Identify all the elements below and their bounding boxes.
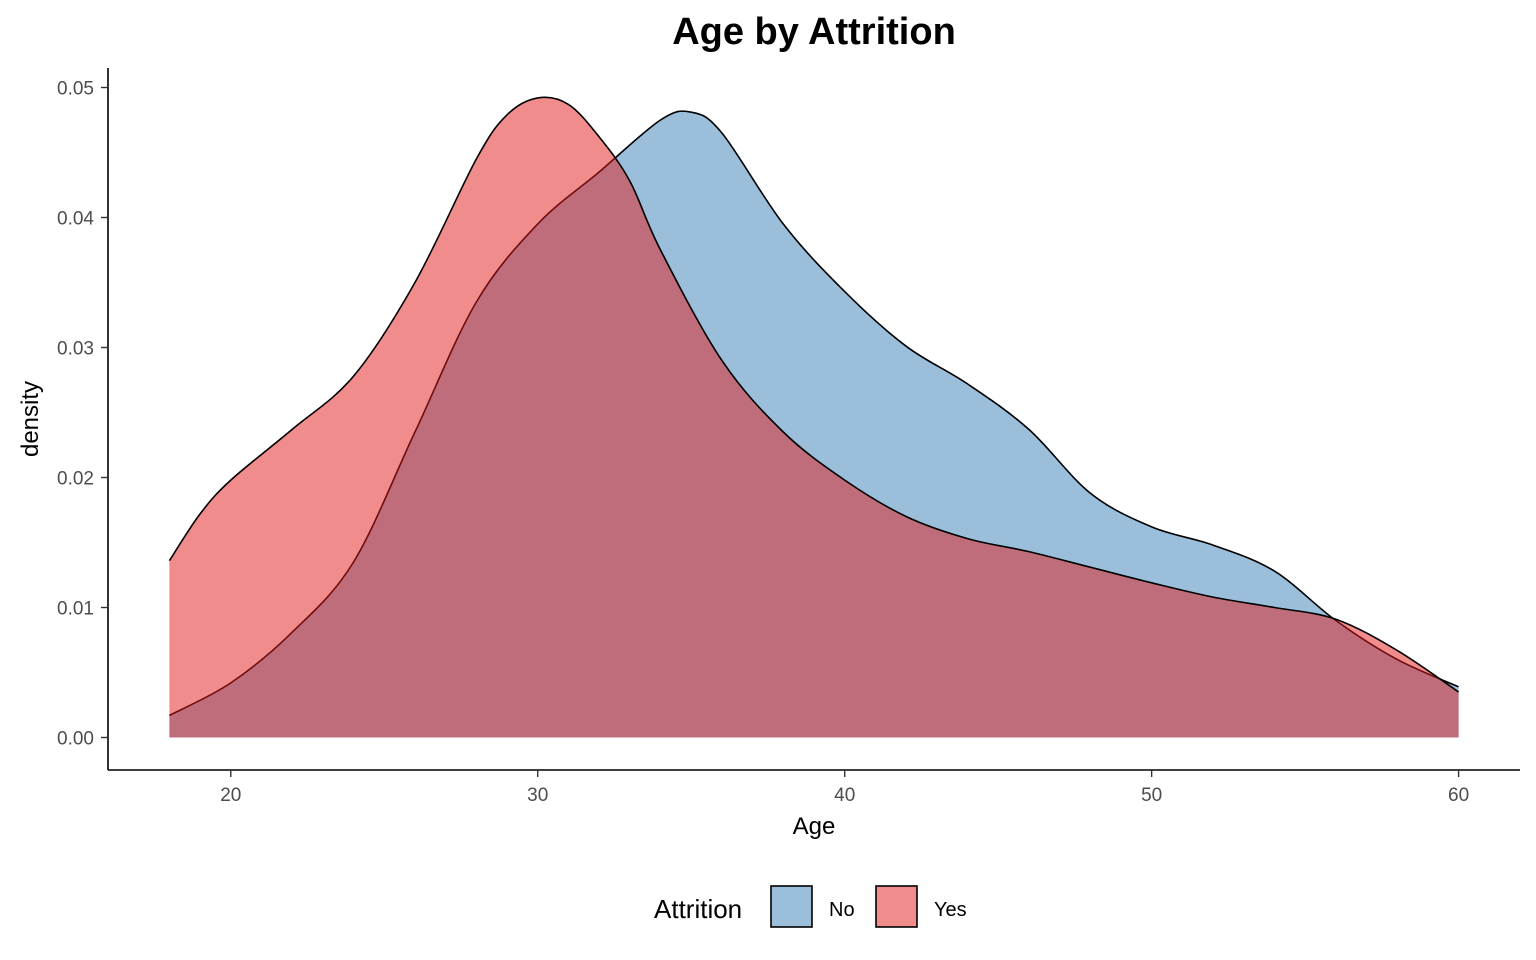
x-tick-label: 50 [1141,785,1162,806]
legend-key-no [770,885,813,928]
y-tick-label: 0.03 [57,339,94,360]
series-layer [168,96,1460,738]
legend-title: Attrition [654,894,742,924]
legend-label-yes: Yes [934,899,967,921]
legend-label-no: No [829,899,855,921]
y-tick-label: 0.04 [57,209,94,230]
y-tick-label: 0.02 [57,469,94,490]
axis-layer [107,68,1520,771]
legend: Attrition No Yes [654,885,967,928]
y-tick-label: 0.01 [57,599,94,620]
x-axis-title: Age [793,813,836,840]
x-tick-label: 60 [1448,785,1469,806]
x-tick-label: 20 [220,785,241,806]
y-tick-label: 0.05 [57,79,94,100]
x-tick-label: 40 [834,785,855,806]
y-axis-title: density [17,381,44,457]
legend-key-yes [875,885,918,928]
y-tick-label: 0.00 [57,729,94,750]
chart-title: Age by Attrition [672,11,956,53]
density-area-yes [169,97,1459,738]
density-line-yes [168,96,1460,693]
x-tick-label: 30 [527,785,548,806]
y-ticks: 0.00 0.01 0.02 0.03 0.04 0.05 [57,79,108,750]
x-ticks: 20 30 40 50 60 [220,770,1469,806]
